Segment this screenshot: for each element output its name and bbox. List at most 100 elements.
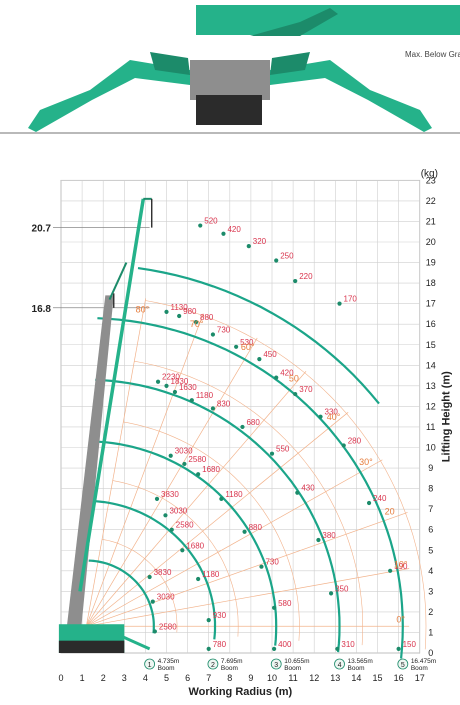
angle-label: 10° [394, 560, 408, 570]
load-point-marker [206, 646, 211, 651]
x-tick-label: 7 [206, 673, 211, 683]
outrigger-side [121, 635, 151, 651]
load-value-label: 150 [403, 640, 417, 649]
load-point-marker [210, 332, 216, 337]
load-point-marker [206, 618, 211, 623]
load-value-label: 2580 [159, 622, 177, 631]
load-point-marker [147, 574, 152, 580]
angle-ray [86, 371, 307, 627]
boom-badge-length: 16.475m [411, 658, 436, 665]
load-value-label: 680 [246, 418, 260, 427]
load-point-marker [163, 513, 168, 518]
x-tick-label: 6 [185, 673, 190, 683]
load-value-label: 580 [278, 599, 292, 608]
load-value-label: 930 [213, 611, 227, 620]
units-label: (kg) [421, 168, 438, 179]
load-point-marker [257, 357, 262, 362]
y-tick-label: 9 [428, 463, 433, 473]
y-tick-label: 10 [426, 443, 436, 453]
y-tick-label: 5 [428, 545, 433, 555]
load-point-marker [219, 496, 224, 501]
load-value-label: 1680 [186, 541, 204, 550]
angle-ray [86, 412, 349, 627]
x-tick-label: 2 [101, 673, 106, 683]
crane-body-illustration [190, 60, 270, 100]
boom-badge-length: 10.655m [284, 658, 309, 665]
boom-badge-number: 1 [148, 662, 152, 669]
boom-badge-boom: Boom [221, 665, 238, 672]
load-value-label: 400 [278, 640, 292, 649]
x-tick-label: 3 [122, 673, 127, 683]
y-tick-label: 17 [426, 299, 436, 309]
load-point-marker [337, 301, 342, 306]
boom-badge-circle [397, 658, 409, 670]
load-point-marker [274, 258, 279, 263]
x-tick-label: 12 [309, 673, 319, 683]
load-point-marker [269, 451, 275, 456]
boom-badge-number: 2 [211, 662, 215, 669]
load-value-label: 3830 [154, 568, 172, 577]
load-value-label: 530 [240, 338, 254, 347]
angle-guide-arc [123, 421, 300, 641]
load-point-marker [152, 629, 157, 634]
crawler-track [58, 640, 125, 653]
load-point-marker [196, 472, 201, 477]
load-value-label: 1830 [171, 377, 189, 386]
boom-lower-section [65, 295, 114, 641]
load-point-marker [388, 568, 393, 573]
boom-badge-boom: Boom [284, 665, 301, 672]
working-range-arc [95, 378, 341, 653]
load-value-label: 240 [373, 494, 387, 503]
load-value-label: 1130 [171, 303, 189, 312]
working-range-arc [88, 559, 155, 634]
load-value-label: 430 [301, 484, 315, 493]
boom-support-arm [250, 8, 338, 36]
load-value-label: 380 [322, 531, 336, 540]
x-tick-label: 14 [351, 673, 361, 683]
load-point-marker [164, 309, 169, 314]
load-value-label: 1180 [225, 490, 243, 499]
boom-badge-boom: Boom [411, 665, 428, 672]
marked-height-label: 20.7 [32, 224, 52, 235]
load-point-marker [259, 564, 264, 569]
x-tick-label: 0 [58, 673, 63, 683]
load-value-label: 370 [299, 385, 313, 394]
max-below-ground-caption: Max. Below Gra [405, 50, 460, 59]
load-point-marker [155, 379, 161, 384]
y-tick-label: 11 [426, 422, 435, 432]
working-range-arc [92, 440, 278, 646]
load-point-marker [293, 391, 298, 397]
load-point-marker [272, 605, 277, 610]
x-tick-label: 13 [330, 673, 340, 683]
boom-angle-lines [85, 298, 427, 650]
x-tick-label: 17 [415, 673, 425, 683]
boom-joint [108, 262, 128, 300]
load-point-marker [198, 223, 203, 228]
angle-label: 30° [359, 457, 373, 467]
boom-badge-length: 4.735m [158, 658, 180, 665]
load-value-label: 730 [265, 558, 279, 567]
y-tick-label: 6 [428, 525, 433, 535]
y-tick-label: 2 [428, 607, 433, 617]
y-tick-label: 21 [426, 216, 436, 226]
angle-label: 20 [385, 507, 395, 517]
load-value-label: 980 [183, 307, 197, 316]
chart-labels: 0 1 2 3 4 5 6 7 8 9 10 11 12 13 14 15 16 1701234567891011… [32, 168, 453, 698]
y-tick-label: 16 [426, 319, 436, 329]
boom-badge-boom: Boom [348, 665, 365, 672]
load-point-marker [180, 548, 185, 553]
load-point-marker [272, 646, 277, 651]
outrigger-left-upper [150, 52, 190, 75]
x-tick-label: 5 [164, 673, 169, 683]
boom-badge-circle [207, 658, 219, 670]
outrigger-right-upper [270, 52, 310, 75]
load-point-marker [316, 537, 321, 543]
angle-label: 50 [289, 373, 299, 383]
load-value-label: 420 [227, 225, 241, 234]
load-value-label: 880 [200, 313, 214, 322]
y-tick-label: 7 [428, 504, 433, 514]
load-value-label: 3030 [157, 593, 175, 602]
y-tick-label: 12 [426, 401, 436, 411]
load-value-label: 1680 [202, 465, 220, 474]
